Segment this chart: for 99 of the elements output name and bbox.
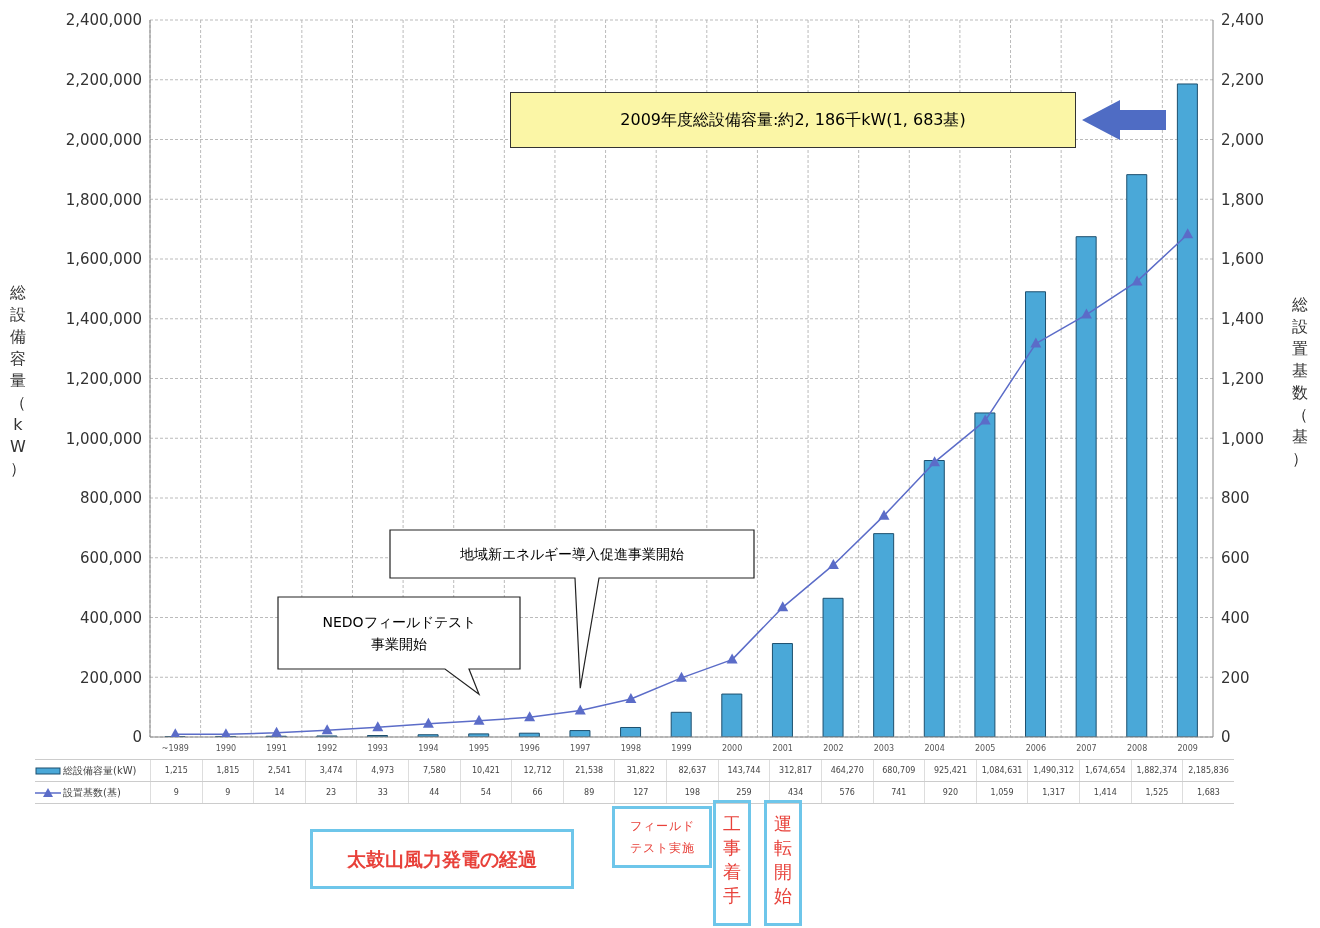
data-label: 143,744	[717, 760, 770, 781]
data-label: 89	[562, 782, 615, 803]
y2-tick-label: 2,000	[1221, 130, 1264, 149]
x-tick-label: 1995	[468, 743, 490, 753]
data-label: 1,084,631	[975, 760, 1028, 781]
y2-tick-label: 400	[1221, 608, 1250, 627]
data-label: 1,815	[201, 760, 254, 781]
data-label: 1,414	[1078, 782, 1131, 803]
y-tick-label: 2,200,000	[65, 71, 142, 90]
data-label: 4,973	[356, 760, 409, 781]
data-label: 82,637	[666, 760, 718, 781]
data-label: 1,059	[975, 782, 1028, 803]
data-label: 10,421	[459, 760, 512, 781]
x-tick-label: 2002	[823, 743, 844, 753]
data-label: 1,490,312	[1027, 760, 1079, 781]
data-label: 464,270	[820, 760, 873, 781]
data-label: 9	[201, 782, 254, 803]
data-label: 9	[150, 782, 202, 803]
data-label: 21,538	[562, 760, 615, 781]
x-tick-label: 2003	[873, 743, 895, 753]
y-tick-label: 800,000	[79, 489, 142, 508]
y-tick-label: 1,800,000	[65, 190, 142, 209]
y2-tick-label: 600	[1221, 549, 1250, 568]
x-tick-label: 2005	[975, 743, 996, 753]
y-tick-label: 2,000,000	[65, 130, 142, 149]
data-label: 312,817	[769, 760, 821, 781]
y-tick-label: 1,000,000	[65, 429, 142, 448]
data-label: 741	[872, 782, 925, 803]
x-tick-label: 1998	[620, 743, 642, 753]
data-label: 23	[304, 782, 357, 803]
y2-tick-label: 2,400	[1221, 11, 1264, 30]
y-tick-label: 0	[132, 728, 142, 747]
y2-tick-label: 0	[1221, 728, 1231, 747]
data-label: 1,683	[1182, 782, 1234, 803]
x-tick-label: 2000	[721, 743, 743, 753]
data-label: 576	[820, 782, 873, 803]
x-tick-label: 1993	[367, 743, 388, 753]
y2-tick-label: 800	[1221, 489, 1250, 508]
data-label: 2,541	[253, 760, 305, 781]
data-label: 1,674,654	[1078, 760, 1131, 781]
y2-tick-label: 1,000	[1221, 429, 1264, 448]
x-tick-label: 2007	[1076, 743, 1097, 753]
x-tick-label: 2001	[772, 743, 793, 753]
x-tick-label: 1996	[519, 743, 540, 753]
x-tick-label: 2006	[1025, 743, 1047, 753]
annotation: 地域新エネルギー導入促進事業開始	[460, 545, 684, 564]
y2-axis-title: 総設置基数（基）	[1291, 294, 1309, 470]
data-label: 1,525	[1130, 782, 1183, 803]
data-label: 259	[717, 782, 770, 803]
data-label: 54	[459, 782, 512, 803]
x-tick-label: 1994	[418, 743, 439, 753]
data-label: 66	[511, 782, 563, 803]
x-tick-label: 1992	[316, 743, 338, 753]
data-label: 1,317	[1027, 782, 1079, 803]
y2-tick-label: 2,200	[1221, 71, 1264, 90]
data-label: 33	[356, 782, 409, 803]
data-label: 44	[408, 782, 460, 803]
y2-tick-label: 1,200	[1221, 369, 1264, 388]
x-tick-label: 1999	[671, 743, 692, 753]
y2-tick-label: 1,400	[1221, 310, 1264, 329]
y-tick-label: 1,600,000	[65, 250, 142, 269]
data-label: 3,474	[304, 760, 357, 781]
x-tick-label: 2004	[924, 743, 945, 753]
data-label: 1,215	[150, 760, 202, 781]
y-tick-label: 1,400,000	[65, 310, 142, 329]
y-tick-label: 2,400,000	[65, 11, 142, 30]
y2-tick-label: 1,600	[1221, 250, 1264, 269]
x-tick-label: 2008	[1126, 743, 1148, 753]
x-tick-label: ~1989	[161, 743, 189, 753]
text: 運転開始	[772, 812, 793, 908]
data-label: 920	[924, 782, 976, 803]
y-tick-label: 200,000	[79, 668, 142, 687]
x-tick-label: 2009	[1177, 743, 1198, 753]
data-label: 2,185,836	[1182, 760, 1234, 781]
y-tick-label: 1,200,000	[65, 369, 142, 388]
x-tick-label: 1990	[215, 743, 237, 753]
data-label: 680,709	[872, 760, 925, 781]
text: 総設備容量（kW）	[10, 283, 26, 478]
data-label: 925,421	[924, 760, 976, 781]
x-tick-label: 1997	[570, 743, 591, 753]
data-label: 434	[769, 782, 821, 803]
data-label: 1,882,374	[1130, 760, 1183, 781]
data-label: 127	[614, 782, 667, 803]
x-tick-label: 1991	[266, 743, 287, 753]
y-tick-label: 400,000	[79, 608, 142, 627]
y2-tick-label: 1,800	[1221, 190, 1264, 209]
y2-tick-label: 200	[1221, 668, 1250, 687]
annotation: NEDOフィールドテスト事業開始	[321, 613, 477, 654]
legend-label: 総設備容量(kW)	[63, 763, 137, 778]
legend-label: 設置基数(基)	[63, 785, 121, 800]
data-label: 12,712	[511, 760, 563, 781]
text: 太鼓山風力発電の経過	[347, 848, 537, 870]
data-label: 198	[666, 782, 718, 803]
text: フィールドテスト実施	[628, 818, 696, 857]
y-tick-label: 600,000	[79, 549, 142, 568]
data-label: 14	[253, 782, 305, 803]
data-label: 7,580	[408, 760, 460, 781]
data-label: 31,822	[614, 760, 667, 781]
text: 工事着手	[722, 812, 743, 908]
